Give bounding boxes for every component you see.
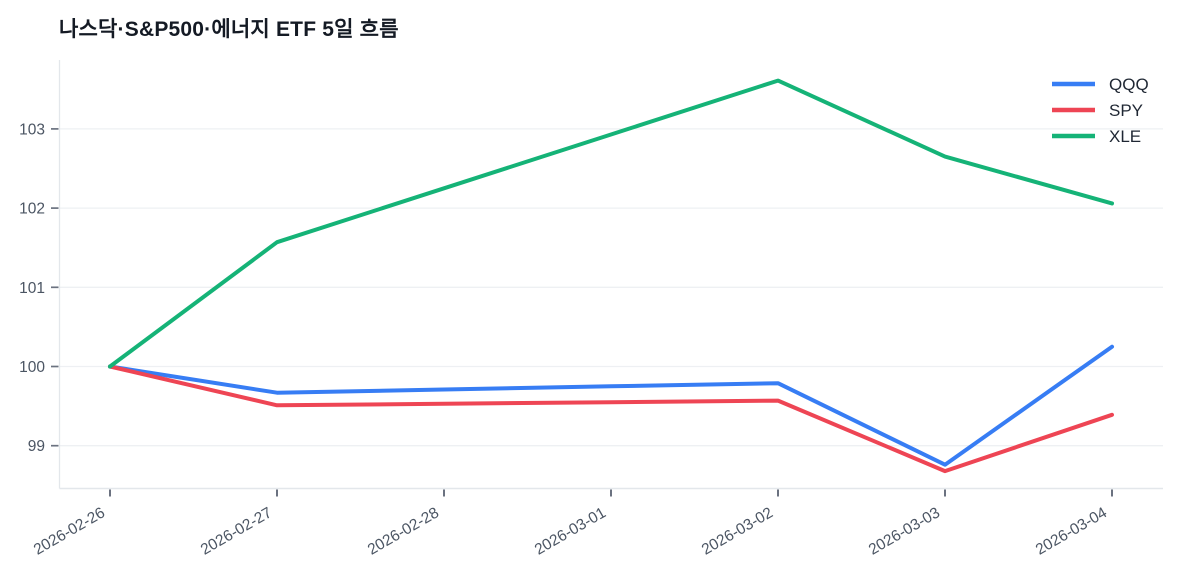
y-tick-label: 99: [28, 438, 45, 455]
x-tick-label: 2026-02-28: [365, 504, 442, 558]
x-tick-label: 2026-03-01: [532, 504, 609, 558]
plot-area[interactable]: [60, 60, 1164, 489]
x-tick-label: 2026-02-27: [198, 504, 275, 558]
xle-line: [108, 78, 1114, 369]
legend-label-spy: SPY: [1109, 101, 1143, 120]
y-tick-label: 101: [19, 280, 45, 297]
legend-item-spy[interactable]: SPY: [1052, 101, 1143, 120]
spy-line: [108, 364, 1114, 474]
legend-label-xle: XLE: [1109, 127, 1141, 146]
chart-title: 나스닥·S&P500·에너지 ETF 5일 흐름: [59, 18, 399, 41]
qqq-line: [108, 344, 1114, 467]
y-tick-label: 100: [19, 359, 45, 376]
x-tick-label: 2026-03-03: [866, 504, 943, 558]
legend: QQQ SPY XLE: [1052, 75, 1149, 146]
y-tick-label: 102: [19, 201, 45, 218]
legend-label-qqq: QQQ: [1109, 75, 1149, 94]
y-tick-label: 103: [19, 121, 45, 138]
legend-item-qqq[interactable]: QQQ: [1052, 75, 1149, 94]
legend-item-xle[interactable]: XLE: [1052, 127, 1141, 146]
x-tick-label: 2026-03-02: [699, 504, 776, 558]
x-tick-label: 2026-02-26: [31, 504, 108, 558]
x-tick-label: 2026-03-04: [1033, 504, 1110, 559]
